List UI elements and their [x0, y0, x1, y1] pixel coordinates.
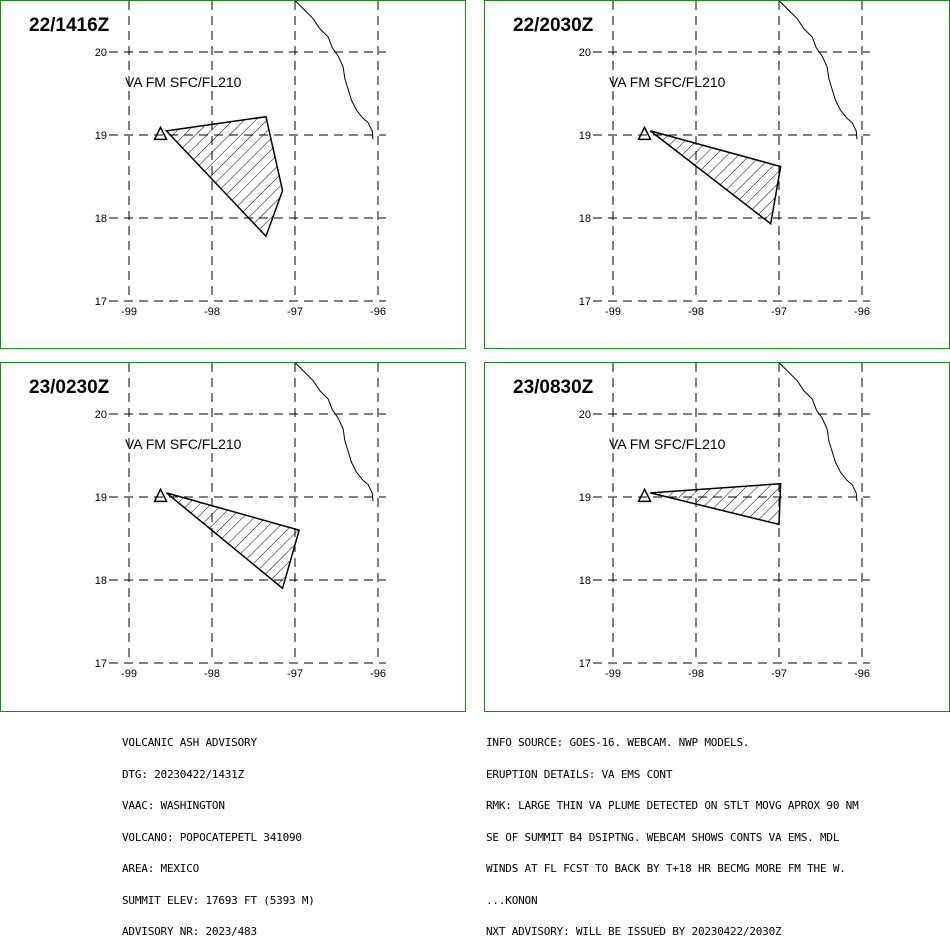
- lon-tick-label: -99: [121, 668, 137, 680]
- lon-tick-label: -97: [287, 668, 303, 680]
- map-plot: -99 -98 -97 -96 17 18 19 20: [95, 1, 386, 318]
- volcano-icon: [637, 487, 652, 503]
- lon-tick-label: -97: [771, 306, 787, 318]
- ash-cloud-polygon: [165, 492, 301, 590]
- map-panel-4: 23/0830Z VA FM SFC/FL210 -99 -98 -97 -96 17 1…: [484, 362, 950, 712]
- ash-cloud-polygon: [650, 482, 782, 526]
- lon-tick-label: -98: [204, 306, 220, 318]
- map-panel-3: 23/0230Z VA FM SFC/FL210 -99 -98 -97 -96 17 1…: [0, 362, 466, 712]
- advisory-line: VOLCANIC ASH ADVISORY: [122, 736, 257, 749]
- advisory-line: VOLCANO: POPOCATEPETL 341090: [122, 830, 302, 844]
- lat-tick-label: 18: [95, 575, 107, 587]
- lon-tick-label: -98: [204, 668, 220, 680]
- ash-cloud-polygon: [649, 130, 782, 226]
- lon-tick-label: -98: [688, 668, 704, 680]
- lat-tick-label: 18: [579, 575, 591, 587]
- lat-lon-grid: [593, 1, 870, 302]
- advisory-right: INFO SOURCE: GOES-16. WEBCAM. NWP MODELS…: [486, 717, 859, 948]
- panel-title: 22/2030Z: [513, 15, 594, 36]
- lat-tick-label: 18: [95, 213, 107, 225]
- map-plot: -99 -98 -97 -96 17 18 19 20: [579, 1, 870, 318]
- map-plot: -99 -98 -97 -96 17 18 19 20: [579, 363, 870, 680]
- lat-tick-label: 19: [95, 130, 107, 142]
- advisory-line: INFO SOURCE: GOES-16. WEBCAM. NWP MODELS…: [486, 736, 750, 749]
- lon-tick-label: -97: [771, 668, 787, 680]
- lat-tick-label: 17: [579, 296, 591, 308]
- advisory-line: RMK: LARGE THIN VA PLUME DETECTED ON STL…: [486, 799, 859, 812]
- lat-lon-grid: [109, 363, 386, 664]
- lon-tick-label: -99: [605, 306, 621, 318]
- lon-tick-label: -97: [287, 306, 303, 318]
- lat-tick-label: 19: [579, 130, 591, 142]
- lon-tick-label: -96: [370, 668, 386, 680]
- lat-tick-label: 19: [579, 492, 591, 504]
- lon-tick-label: -96: [854, 306, 870, 318]
- advisory-line: ...KONON: [486, 893, 538, 907]
- advisory-line: ADVISORY NR: 2023/483: [122, 925, 257, 938]
- panel-title: 22/1416Z: [29, 15, 110, 36]
- volcano-icon: [153, 487, 168, 503]
- advisory-line: VAAC: WASHINGTON: [122, 799, 225, 812]
- lon-tick-label: -96: [854, 668, 870, 680]
- lat-tick-label: 19: [95, 492, 107, 504]
- coastline: [778, 363, 858, 502]
- coastline: [294, 363, 374, 502]
- lon-tick-label: -96: [370, 306, 386, 318]
- map-panel-1: 22/1416Z VA FM SFC/FL210 -99 -98 -97 -96 17 1…: [0, 0, 466, 349]
- lat-tick-label: 20: [95, 47, 107, 59]
- advisory-left: VOLCANIC ASH ADVISORY DTG: 20230422/1431…: [122, 717, 315, 948]
- map-panel-2: 22/2030Z VA FM SFC/FL210 -99 -98 -97 -96 17 1…: [484, 0, 950, 349]
- advisory-line: WINDS AT FL FCST TO BACK BY T+18 HR BECM…: [486, 862, 846, 875]
- lat-tick-label: 20: [579, 409, 591, 421]
- advisory-line: SE OF SUMMIT B4 DSIPTNG. WEBCAM SHOWS CO…: [486, 830, 840, 844]
- advisory-line: ERUPTION DETAILS: VA EMS CONT: [486, 767, 673, 781]
- advisory-line: SUMMIT ELEV: 17693 FT (5393 M): [122, 893, 315, 907]
- lat-tick-label: 18: [579, 213, 591, 225]
- lat-tick-label: 20: [579, 47, 591, 59]
- advisory-line: DTG: 20230422/1431Z: [122, 767, 245, 781]
- advisory-line: AREA: MEXICO: [122, 862, 200, 875]
- lat-tick-label: 17: [95, 296, 107, 308]
- map-plot: -99 -98 -97 -96 17 18 19 20: [95, 363, 386, 680]
- volcano-icon: [153, 125, 168, 141]
- lat-tick-label: 20: [95, 409, 107, 421]
- lon-tick-label: -98: [688, 306, 704, 318]
- advisory-line: NXT ADVISORY: WILL BE ISSUED BY 20230422…: [486, 925, 782, 938]
- lon-tick-label: -99: [605, 668, 621, 680]
- panel-title: 23/0230Z: [29, 377, 110, 398]
- lon-tick-label: -99: [121, 306, 137, 318]
- volcano-icon: [637, 125, 652, 141]
- lat-lon-grid: [593, 363, 870, 664]
- coastline: [294, 1, 374, 140]
- panel-title: 23/0830Z: [513, 377, 594, 398]
- coastline: [778, 1, 858, 140]
- lat-tick-label: 17: [579, 658, 591, 670]
- ash-cloud-polygon: [164, 115, 284, 238]
- lat-tick-label: 17: [95, 658, 107, 670]
